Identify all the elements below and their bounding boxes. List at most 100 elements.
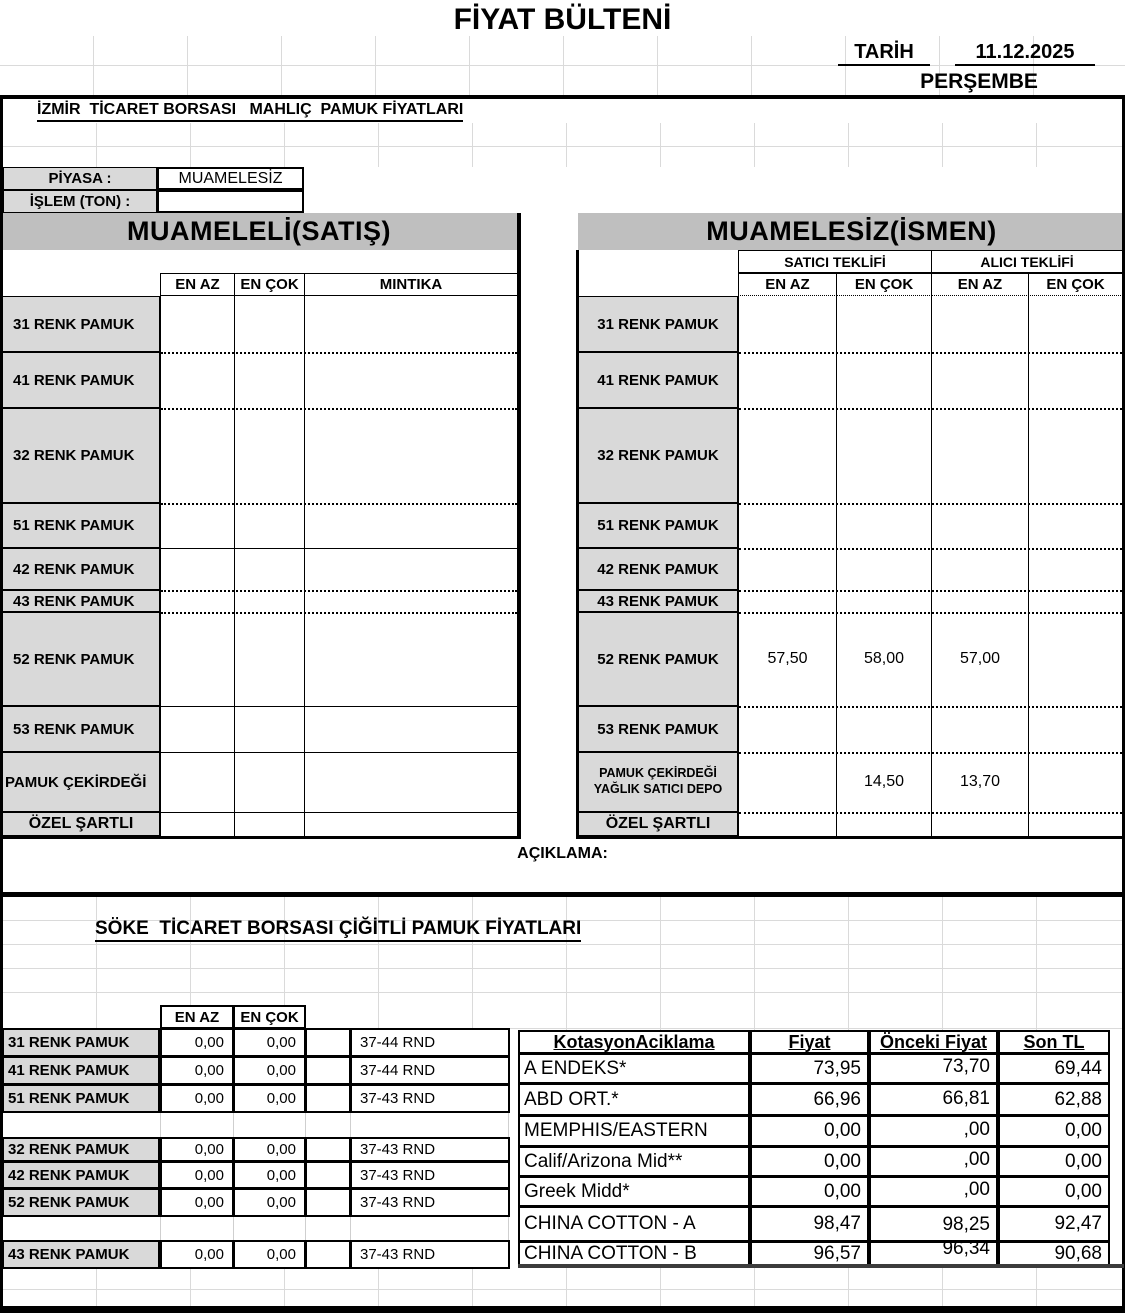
grid-line [161, 812, 517, 813]
satis-row-label: 51 RENK PAMUK [2, 503, 160, 548]
grid-line [508, 1113, 509, 1137]
kotasyon-son-tl: 62,88 [998, 1083, 1110, 1116]
piyasa-value-cell[interactable]: MUAMELESİZ [157, 167, 304, 190]
grid-filler-soke-top [3, 897, 1122, 1005]
grid-line [739, 590, 1122, 592]
soke-rnd-value: 37-43 RND [350, 1240, 510, 1269]
piyasa-label: PİYASA : [3, 167, 157, 190]
soke-value-en-az: 0,00 [160, 1161, 234, 1189]
satis-header-mintika: MINTIKA [304, 273, 518, 296]
grid-line [161, 752, 517, 753]
soke-value-en-cok: 0,00 [233, 1188, 306, 1217]
kotasyon-son-tl: 90,68 [998, 1241, 1110, 1266]
izmir-section-heading: İZMİR TİCARET BORSASI MAHLIÇ PAMUK FİYAT… [37, 101, 464, 122]
grid-line [739, 812, 1122, 814]
day-name: PERŞEMBE [920, 70, 1038, 93]
grid-line [305, 1217, 306, 1240]
soke-value-en-az: 0,00 [160, 1188, 234, 1217]
soke-empty-cell [305, 1137, 351, 1162]
ismen-header-satici-teklifi: SATICI TEKLİFİ [738, 250, 932, 273]
ismen-row-label-line1: PAMUK ÇEKİRDEĞİ [599, 766, 717, 781]
ismen-table-bottom-border [576, 836, 1125, 839]
soke-value-en-cok: 0,00 [233, 1240, 306, 1269]
ismen-value-52-satici-en-cok: 58,00 [863, 650, 905, 667]
section-divider [0, 95, 1125, 99]
kotasyon-header-onceki-fiyat: Önceki Fiyat [869, 1030, 998, 1054]
kotasyon-fiyat: 0,00 [750, 1146, 869, 1177]
soke-value-en-az: 0,00 [160, 1028, 234, 1057]
islem-ton-value-cell[interactable] [157, 190, 304, 213]
soke-row-label: 42 RENK PAMUK [2, 1161, 160, 1189]
satis-row-label: 42 RENK PAMUK [2, 548, 160, 590]
grid-line [305, 1113, 306, 1137]
ismen-row-label: 42 RENK PAMUK [578, 548, 738, 590]
satis-row-label: 41 RENK PAMUK [2, 352, 160, 408]
ismen-value-cekirdek-satici-en-cok: 14,50 [863, 773, 905, 790]
kotasyon-onceki-fiyat: ,00 [869, 1176, 998, 1207]
satis-row-label: 43 RENK PAMUK [2, 590, 160, 612]
kotasyon-header-fiyat: Fiyat [750, 1030, 869, 1054]
soke-empty-cell [305, 1056, 351, 1085]
satis-row-label: PAMUK ÇEKİRDEĞİ [2, 752, 160, 812]
kotasyon-son-tl: 0,00 [998, 1176, 1110, 1207]
grid-line [739, 352, 1122, 354]
soke-row-label: 41 RENK PAMUK [2, 1056, 160, 1085]
ismen-header-alici-teklifi: ALICI TEKLİFİ [931, 250, 1123, 273]
ismen-value-52-satici-en-az: 57,50 [767, 650, 808, 667]
grid-line [739, 612, 1122, 614]
kotasyon-onceki-fiyat: ,00 [869, 1146, 998, 1177]
sheet-right-border [1122, 95, 1125, 1313]
soke-empty-cell [305, 1028, 351, 1057]
kotasyon-onceki-fiyat: ,00 [869, 1115, 998, 1147]
grid-line [233, 1113, 234, 1137]
sheet-bottom-border [0, 1306, 1125, 1313]
soke-rnd-value: 37-43 RND [350, 1161, 510, 1189]
sheet-left-border [0, 95, 3, 1313]
soke-row-label: 43 RENK PAMUK [2, 1240, 160, 1269]
grid-line [160, 296, 161, 836]
kotasyon-header-text: Fiyat [788, 1031, 831, 1052]
soke-row-label: 32 RENK PAMUK [2, 1137, 160, 1162]
kotasyon-fiyat: 0,00 [750, 1115, 869, 1147]
grid-line [1028, 296, 1029, 836]
date-label: TARİH [838, 40, 930, 66]
grid-line [739, 503, 1122, 505]
ismen-value-cekirdek-alici-en-az: 13,70 [959, 773, 1001, 790]
satis-table-title: MUAMELELİ(SATIŞ) [0, 213, 518, 250]
grid-filler-bottom [3, 1268, 1122, 1306]
kotasyon-header-aciklama: KotasyonAciklama [518, 1030, 750, 1054]
satis-header-en-az: EN AZ [160, 273, 235, 296]
ismen-row-label: 51 RENK PAMUK [578, 503, 738, 548]
kotasyon-son-tl: 92,47 [998, 1206, 1110, 1242]
soke-rnd-value: 37-43 RND [350, 1137, 510, 1162]
soke-row-label: 31 RENK PAMUK [2, 1028, 160, 1057]
soke-rnd-value: 37-44 RND [350, 1056, 510, 1085]
grid-line [234, 296, 235, 836]
satis-row-label: ÖZEL ŞARTLI [2, 812, 160, 836]
soke-value-en-az: 0,00 [160, 1240, 234, 1269]
soke-value-en-cok: 0,00 [233, 1137, 306, 1162]
soke-header-en-az: EN AZ [160, 1005, 234, 1029]
satis-row-label: 32 RENK PAMUK [2, 408, 160, 503]
soke-section-heading: SÖKE TİCARET BORSASI ÇİĞİTLİ PAMUK FİYAT… [95, 918, 582, 942]
satis-row-label: 52 RENK PAMUK [2, 612, 160, 706]
kotasyon-row-label: CHINA COTTON - B [518, 1241, 750, 1266]
kotasyon-fiyat: 66,96 [750, 1083, 869, 1116]
ismen-table-title: MUAMELESİZ(İSMEN) [578, 213, 1125, 250]
kotasyon-row-label: A ENDEKS* [518, 1053, 750, 1084]
soke-empty-cell [305, 1161, 351, 1189]
soke-empty-cell [305, 1188, 351, 1217]
page-title: FİYAT BÜLTENİ [453, 3, 672, 36]
kotasyon-header-son-tl: Son TL [998, 1030, 1110, 1054]
soke-rnd-value: 37-43 RND [350, 1188, 510, 1217]
grid-line [739, 752, 1122, 754]
ismen-row-label: ÖZEL ŞARTLI [578, 812, 738, 836]
ismen-row-label: 53 RENK PAMUK [578, 706, 738, 752]
grid-line [350, 1113, 351, 1137]
kotasyon-row-label: CHINA COTTON - A [518, 1206, 750, 1242]
grid-line [739, 408, 1122, 410]
islem-ton-label: İŞLEM (TON) : [3, 190, 157, 213]
section-divider [0, 892, 1125, 897]
satis-table-bottom-border [0, 836, 521, 839]
kotasyon-header-text: KotasyonAciklama [553, 1031, 715, 1052]
